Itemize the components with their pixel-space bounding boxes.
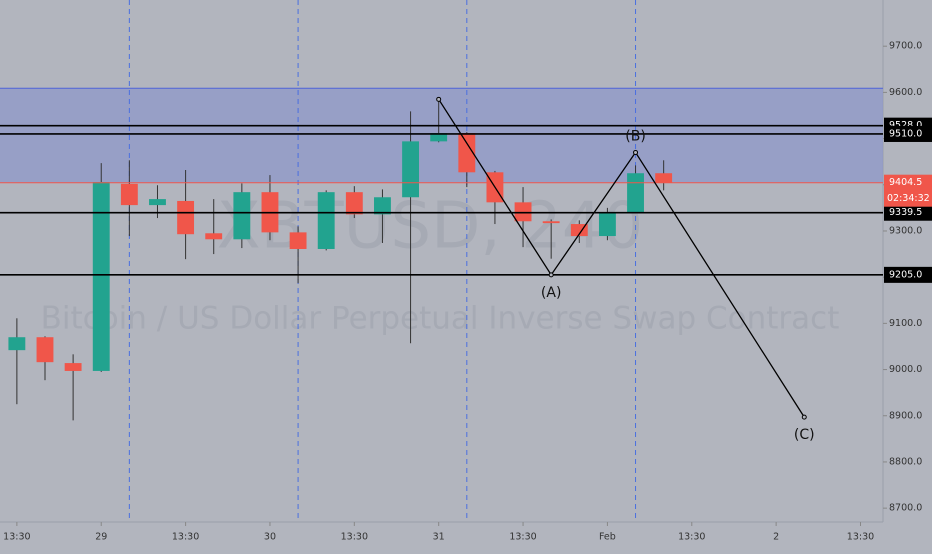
wave-label: (C) bbox=[794, 427, 815, 443]
candle-body bbox=[317, 192, 335, 249]
candle-body bbox=[36, 337, 54, 363]
candle-body bbox=[655, 173, 673, 183]
wave-point bbox=[548, 272, 554, 278]
y-tick-label: 9100.0 bbox=[889, 318, 922, 329]
wave-label: (B) bbox=[625, 128, 646, 144]
wave-point bbox=[436, 96, 442, 102]
last-price-label: 9404.5 bbox=[889, 177, 922, 188]
candle-body bbox=[64, 363, 82, 371]
candle-body bbox=[289, 232, 307, 249]
candle-body bbox=[458, 133, 476, 173]
level-label: 9528.0 bbox=[889, 120, 922, 131]
level-label: 9205.0 bbox=[889, 269, 922, 280]
level-label: 9339.5 bbox=[889, 207, 922, 218]
candle-body bbox=[598, 212, 616, 237]
candle-body bbox=[177, 200, 195, 235]
y-tick-label: 9000.0 bbox=[889, 364, 922, 375]
candle-body bbox=[430, 133, 448, 142]
x-tick-label: 13:30 bbox=[3, 532, 30, 543]
y-tick-label: 9700.0 bbox=[889, 41, 922, 52]
candle-body bbox=[374, 197, 391, 215]
x-tick-label: 13:30 bbox=[678, 532, 705, 543]
wave-point bbox=[633, 149, 639, 155]
y-tick-label: 8800.0 bbox=[889, 456, 922, 467]
candle-body bbox=[627, 173, 644, 213]
y-tick-label: 8700.0 bbox=[889, 503, 922, 514]
countdown-label: 02:34:32 bbox=[887, 193, 930, 204]
x-tick-label: Feb bbox=[599, 532, 616, 543]
last-price-box bbox=[884, 174, 932, 207]
x-tick-label: 2 bbox=[773, 532, 779, 543]
y-tick-label: 9300.0 bbox=[889, 225, 922, 236]
level-label-box bbox=[884, 204, 932, 221]
candle-body bbox=[233, 192, 251, 240]
x-tick-label: 29 bbox=[95, 532, 107, 543]
y-tick-label: 8900.0 bbox=[889, 410, 922, 421]
x-tick-label: 31 bbox=[433, 532, 445, 543]
level-label-box bbox=[884, 266, 932, 283]
x-tick-label: 30 bbox=[264, 532, 276, 543]
level-label: 9510.0 bbox=[889, 128, 922, 139]
wave-point bbox=[801, 414, 807, 420]
x-tick-label: 13:30 bbox=[341, 532, 368, 543]
candle-body bbox=[345, 192, 363, 215]
candle-body bbox=[402, 141, 420, 198]
watermark-name: Bitcoin / US Dollar Perpetual Inverse Sw… bbox=[41, 301, 840, 337]
candle-body bbox=[149, 199, 166, 206]
level-label-box bbox=[884, 125, 932, 142]
wave-label: (A) bbox=[541, 285, 562, 301]
candle-body bbox=[514, 202, 532, 222]
y-tick-label: 9600.0 bbox=[889, 87, 922, 98]
candle-body bbox=[542, 221, 560, 224]
candle-body bbox=[205, 233, 223, 240]
candle-body bbox=[120, 183, 138, 206]
candle-body bbox=[8, 337, 26, 351]
x-tick-label: 13:30 bbox=[847, 532, 874, 543]
x-tick-label: 13:30 bbox=[172, 532, 199, 543]
x-tick-label: 13:30 bbox=[509, 532, 536, 543]
candle-body bbox=[92, 182, 110, 371]
wave-line bbox=[438, 98, 805, 418]
